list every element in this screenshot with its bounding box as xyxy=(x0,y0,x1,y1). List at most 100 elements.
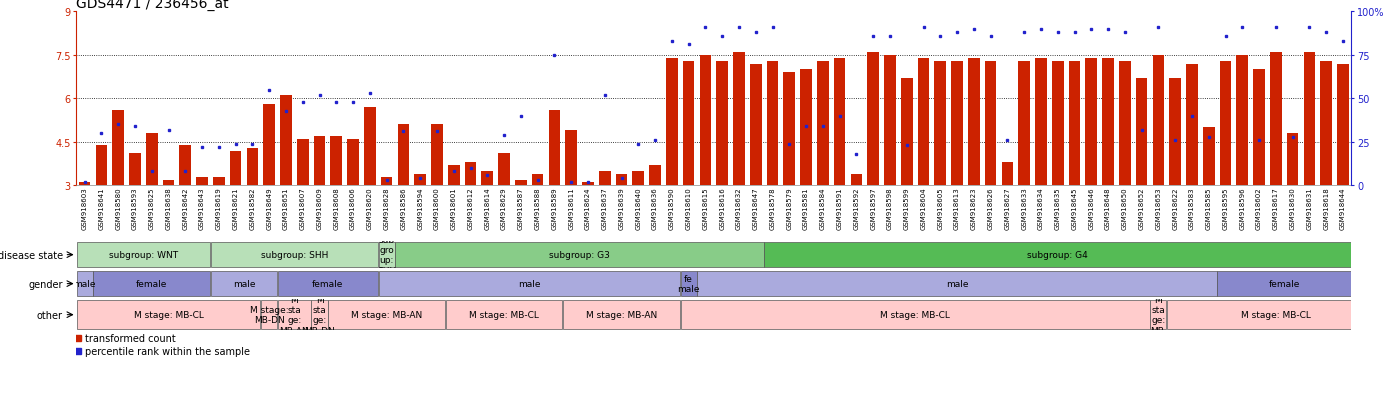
Bar xyxy=(280,96,292,186)
Bar xyxy=(1186,64,1198,186)
Bar xyxy=(1085,59,1098,186)
Bar xyxy=(783,73,796,186)
Bar xyxy=(263,105,274,186)
Bar xyxy=(1217,272,1351,296)
Bar xyxy=(211,243,378,267)
Text: subgroup: G4: subgroup: G4 xyxy=(1027,251,1088,259)
Bar xyxy=(448,166,460,186)
Bar xyxy=(328,301,445,329)
Bar xyxy=(834,59,845,186)
Text: male: male xyxy=(945,280,969,288)
Bar xyxy=(582,183,593,186)
Bar xyxy=(681,272,697,296)
Bar xyxy=(901,79,912,186)
Text: M
sta
ge:
MB-DN: M sta ge: MB-DN xyxy=(304,295,335,335)
Bar xyxy=(717,62,728,186)
Bar xyxy=(733,53,744,186)
Bar xyxy=(498,154,510,186)
Bar xyxy=(918,59,930,186)
Bar xyxy=(76,243,211,267)
Text: M stage: MB-AN: M stage: MB-AN xyxy=(586,311,657,319)
Bar xyxy=(1220,62,1231,186)
Bar xyxy=(951,62,963,186)
Bar xyxy=(632,171,644,186)
Bar xyxy=(549,111,560,186)
Bar xyxy=(615,174,628,186)
Bar xyxy=(765,243,1351,267)
Bar xyxy=(1286,134,1299,186)
Bar xyxy=(1002,163,1013,186)
Bar xyxy=(279,272,378,296)
Bar xyxy=(697,272,1217,296)
Text: M stage: MB-CL: M stage: MB-CL xyxy=(468,311,539,319)
Bar xyxy=(213,177,225,186)
Text: male: male xyxy=(73,280,96,288)
Bar xyxy=(563,301,681,329)
Bar xyxy=(112,111,125,186)
Bar xyxy=(179,145,191,186)
Bar xyxy=(816,62,829,186)
Bar xyxy=(197,177,208,186)
Text: subgroup: SHH: subgroup: SHH xyxy=(261,251,328,259)
Bar xyxy=(599,171,611,186)
Bar xyxy=(1153,56,1164,186)
Text: female: female xyxy=(1268,280,1300,288)
Bar xyxy=(681,301,1149,329)
Bar xyxy=(1119,62,1131,186)
Bar xyxy=(398,125,409,186)
Bar xyxy=(481,171,493,186)
Bar xyxy=(395,243,764,267)
Bar xyxy=(649,166,661,186)
Bar xyxy=(868,53,879,186)
Bar xyxy=(800,70,812,186)
Text: M stage: MB-AN: M stage: MB-AN xyxy=(351,311,423,319)
Bar xyxy=(1270,53,1282,186)
Text: M stage: MB-CL: M stage: MB-CL xyxy=(1240,311,1311,319)
Bar xyxy=(414,174,426,186)
Text: M
sta
ge:
MB-AN: M sta ge: MB-AN xyxy=(280,295,309,335)
Text: other: other xyxy=(37,310,62,320)
Bar xyxy=(76,272,93,296)
Bar xyxy=(1170,79,1181,186)
Text: gender: gender xyxy=(28,279,62,289)
Bar xyxy=(1035,59,1046,186)
Text: subgroup: G3: subgroup: G3 xyxy=(549,251,610,259)
Text: mal
e: mal e xyxy=(1351,274,1368,294)
Bar xyxy=(446,301,563,329)
Text: M
sta
ge:
MB-: M sta ge: MB- xyxy=(1150,295,1167,335)
Bar xyxy=(1303,53,1315,186)
Bar xyxy=(330,137,342,186)
Bar xyxy=(211,272,277,296)
Bar xyxy=(1102,59,1114,186)
Bar xyxy=(1337,64,1349,186)
Bar xyxy=(146,134,158,186)
Bar xyxy=(313,137,326,186)
Bar xyxy=(79,183,90,186)
Bar xyxy=(464,163,477,186)
Text: female: female xyxy=(136,280,168,288)
Text: fe
male: fe male xyxy=(678,274,700,294)
Text: M stage: MB-CL: M stage: MB-CL xyxy=(133,311,204,319)
Bar xyxy=(1368,272,1385,296)
Bar xyxy=(93,272,211,296)
Bar xyxy=(1321,62,1332,186)
Bar xyxy=(565,131,577,186)
Text: male: male xyxy=(518,280,541,288)
Bar xyxy=(1150,301,1167,329)
Bar xyxy=(683,62,694,186)
Bar xyxy=(1135,79,1148,186)
Text: sub
gro
up:
SHH: sub gro up: SHH xyxy=(377,235,396,275)
Bar xyxy=(967,59,980,186)
Bar xyxy=(851,174,862,186)
Bar xyxy=(1351,243,1386,267)
Bar xyxy=(1019,62,1030,186)
Text: mal
e: mal e xyxy=(1368,274,1385,294)
Bar xyxy=(279,301,310,329)
Bar xyxy=(750,64,762,186)
Bar xyxy=(884,56,895,186)
Bar xyxy=(312,301,327,329)
Bar xyxy=(1069,62,1081,186)
Bar xyxy=(96,145,107,186)
Bar xyxy=(247,148,258,186)
Bar xyxy=(261,301,277,329)
